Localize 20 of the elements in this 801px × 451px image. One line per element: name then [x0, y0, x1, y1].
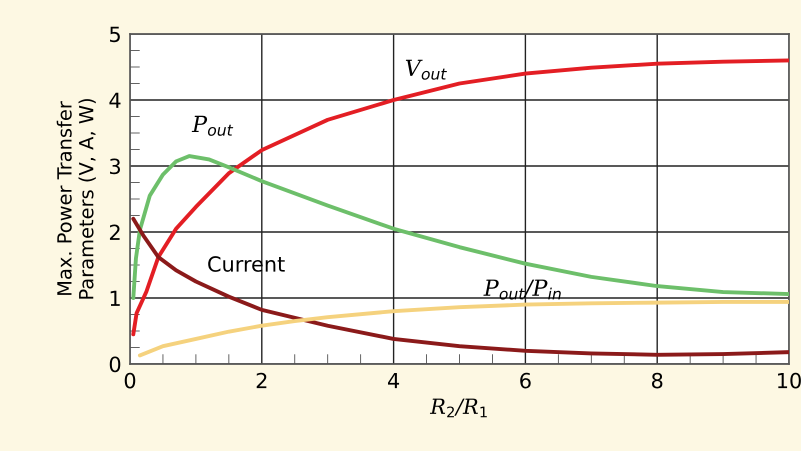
y-axis-title: Max. Power Transfer Parameters (V, A, W)	[56, 99, 96, 299]
x-tick-label: 2	[256, 372, 266, 388]
series-label: P$_{out}$	[192, 116, 234, 136]
y-tick-label: 3	[110, 158, 120, 174]
x-tick-label: 0	[124, 372, 136, 388]
x-tick-label: 10	[778, 372, 801, 388]
series-label: V$_{out}$	[406, 60, 447, 80]
y-tick-label: 2	[110, 224, 120, 240]
x-tick-label: 8	[652, 372, 662, 388]
y-tick-label: 1	[110, 290, 120, 306]
x-tick-label: 6	[520, 372, 531, 388]
line-series	[131, 154, 789, 300]
x-axis-title: R$_{2}$/R$_{1}$	[430, 398, 487, 418]
line-series	[131, 216, 789, 357]
y-tick-label: 0	[110, 356, 120, 372]
y-tick-label: 5	[110, 26, 120, 42]
line-series	[138, 300, 789, 358]
y-tick-label: 4	[109, 92, 120, 108]
x-tick-label: 4	[388, 372, 400, 388]
line-series	[131, 58, 789, 336]
